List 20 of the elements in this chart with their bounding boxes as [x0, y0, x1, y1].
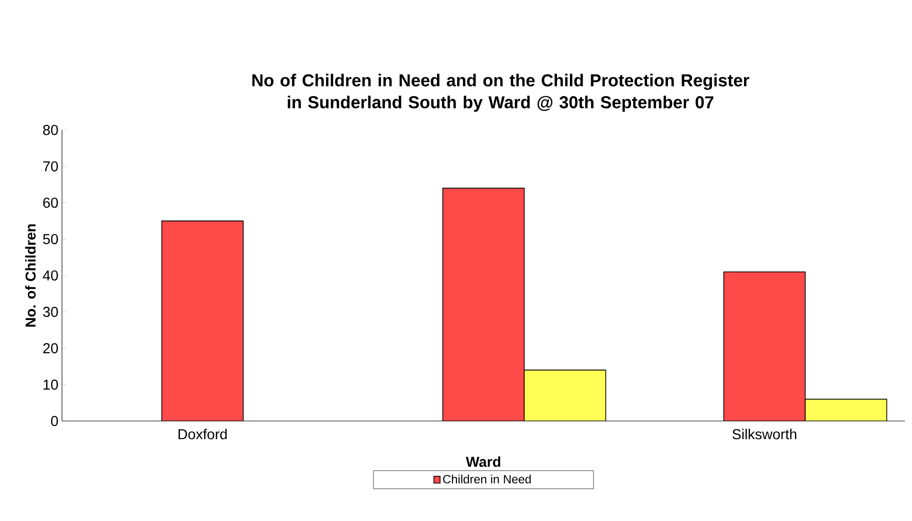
y-tick-label: 10	[44, 380, 58, 390]
bar	[442, 188, 525, 421]
y-tick-label: 30	[43, 306, 58, 317]
legend-label: Children in Need	[443, 474, 531, 484]
y-tick-label: 60	[43, 198, 58, 208]
bar	[723, 271, 806, 421]
y-tick-label: 70	[43, 161, 58, 172]
x-tick-label: Silksworth	[732, 428, 796, 440]
x-tick-label: Doxford	[178, 428, 227, 440]
bar	[804, 398, 888, 421]
y-tick-label: 50	[43, 234, 58, 244]
chart-title: No of Children in Need and on the Child Protection Register in Sunderland South by Ward @ 30th September 07	[252, 74, 750, 112]
x-axis-title: Ward	[466, 456, 500, 467]
y-tick-label: 40	[42, 270, 58, 281]
y-axis-title: No. of Children	[25, 224, 36, 327]
bar	[524, 370, 606, 421]
bar	[161, 220, 244, 421]
y-tick-label: 0	[51, 416, 58, 426]
y-tick-label: 80	[43, 124, 58, 136]
y-tick-label: 20	[43, 343, 58, 354]
